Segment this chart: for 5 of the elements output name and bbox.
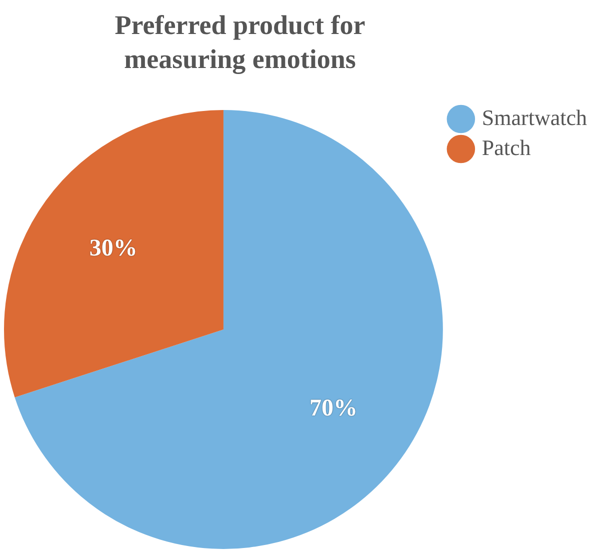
legend-label: Smartwatch	[482, 104, 588, 130]
chart-title: Preferred product for measuring emotions	[114, 9, 366, 76]
data-label: 30%	[89, 236, 138, 262]
data-label: 70%	[310, 396, 358, 422]
legend-label: Patch	[482, 134, 531, 160]
